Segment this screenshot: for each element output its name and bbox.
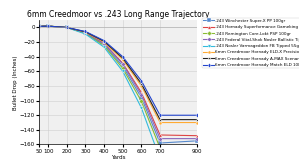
6mm Creedmoor Hornady A-MAX Scenar Express 87gr bbox=[46, 25, 50, 27]
.243 Hornady Superformance Gameking V-Max 95gr bbox=[121, 62, 125, 64]
.243 Winchester Super-X PP 100gr bbox=[84, 32, 87, 34]
6mm Creedmoor Hornady ELD-X Precision Hunter 103gr bbox=[121, 59, 125, 61]
.243 Nosler Varmageddon FB Tipped 55gr bbox=[196, 158, 199, 160]
6mm Creedmoor Hornady A-MAX Scenar Express 87gr bbox=[84, 31, 87, 33]
.243 Winchester Super-X PP 100gr bbox=[46, 25, 50, 27]
.243 Nosler Varmageddon FB Tipped 55gr bbox=[121, 70, 125, 72]
.243 Nosler Varmageddon FB Tipped 55gr bbox=[46, 25, 50, 27]
.243 Hornady Superformance Gameking V-Max 95gr bbox=[102, 43, 106, 45]
6mm Creedmoor Hornady A-MAX Scenar Express 87gr bbox=[65, 27, 69, 29]
.243 Federal Vital-Shok Nosler Ballistic Tip 95gr bbox=[37, 25, 41, 27]
6mm Creedmoor Hornady A-MAX Scenar Express 87gr bbox=[37, 25, 41, 27]
.243 Winchester Super-X PP 100gr bbox=[37, 25, 41, 27]
.243 Federal Vital-Shok Nosler Ballistic Tip 95gr bbox=[121, 63, 125, 65]
6mm Creedmoor Hornady Match ELD 108gr bbox=[37, 25, 41, 27]
.243 Winchester Super-X PP 100gr bbox=[102, 44, 106, 46]
6mm Creedmoor Hornady ELD-X Precision Hunter 103gr bbox=[102, 41, 106, 43]
.243 Winchester Super-X PP 100gr bbox=[196, 140, 199, 142]
.243 Nosler Varmageddon FB Tipped 55gr bbox=[140, 107, 143, 109]
.243 Federal Vital-Shok Nosler Ballistic Tip 95gr bbox=[46, 25, 50, 27]
.243 Winchester Super-X PP 100gr bbox=[158, 142, 162, 144]
6mm Creedmoor Hornady Match ELD 108gr bbox=[158, 114, 162, 116]
.243 Remington Core-Lokt PSP 100gr bbox=[140, 100, 143, 102]
6mm Creedmoor Hornady ELD-X Precision Hunter 103gr bbox=[46, 25, 50, 27]
.243 Hornady Superformance Gameking V-Max 95gr bbox=[84, 32, 87, 34]
.243 Hornady Superformance Gameking V-Max 95gr bbox=[65, 27, 69, 29]
.243 Nosler Varmageddon FB Tipped 55gr bbox=[65, 27, 69, 29]
.243 Nosler Varmageddon FB Tipped 55gr bbox=[37, 25, 41, 27]
6mm Creedmoor Hornady ELD-X Precision Hunter 103gr bbox=[196, 121, 199, 123]
Title: 6mm Creedmoor vs .243 Long Range Trajectory: 6mm Creedmoor vs .243 Long Range Traject… bbox=[27, 10, 209, 19]
.243 Federal Vital-Shok Nosler Ballistic Tip 95gr bbox=[140, 94, 143, 96]
6mm Creedmoor Hornady ELD-X Precision Hunter 103gr bbox=[37, 25, 41, 27]
.243 Winchester Super-X PP 100gr bbox=[121, 65, 125, 67]
6mm Creedmoor Hornady Match ELD 108gr bbox=[102, 40, 106, 42]
Line: .243 Remington Core-Lokt PSP 100gr: .243 Remington Core-Lokt PSP 100gr bbox=[37, 24, 199, 150]
Line: .243 Federal Vital-Shok Nosler Ballistic Tip 95gr: .243 Federal Vital-Shok Nosler Ballistic… bbox=[37, 24, 199, 140]
Line: .243 Nosler Varmageddon FB Tipped 55gr: .243 Nosler Varmageddon FB Tipped 55gr bbox=[37, 24, 199, 161]
.243 Nosler Varmageddon FB Tipped 55gr bbox=[158, 158, 162, 160]
6mm Creedmoor Hornady Match ELD 108gr bbox=[46, 25, 50, 27]
.243 Hornady Superformance Gameking V-Max 95gr bbox=[46, 25, 50, 27]
.243 Federal Vital-Shok Nosler Ballistic Tip 95gr bbox=[65, 27, 69, 29]
.243 Federal Vital-Shok Nosler Ballistic Tip 95gr bbox=[196, 138, 199, 140]
6mm Creedmoor Hornady ELD-X Precision Hunter 103gr bbox=[84, 31, 87, 33]
6mm Creedmoor Hornady A-MAX Scenar Express 87gr bbox=[158, 119, 162, 121]
.243 Nosler Varmageddon FB Tipped 55gr bbox=[102, 46, 106, 48]
6mm Creedmoor Hornady Match ELD 108gr bbox=[196, 114, 199, 116]
.243 Federal Vital-Shok Nosler Ballistic Tip 95gr bbox=[158, 138, 162, 140]
6mm Creedmoor Hornady ELD-X Precision Hunter 103gr bbox=[65, 27, 69, 29]
Legend: .243 Winchester Super-X PP 100gr, .243 Hornady Superformance Gameking V-Max 95gr: .243 Winchester Super-X PP 100gr, .243 H… bbox=[202, 18, 299, 68]
Y-axis label: Bullet Drop (Inches): Bullet Drop (Inches) bbox=[13, 55, 18, 110]
6mm Creedmoor Hornady A-MAX Scenar Express 87gr bbox=[196, 119, 199, 121]
Line: 6mm Creedmoor Hornady ELD-X Precision Hunter 103gr: 6mm Creedmoor Hornady ELD-X Precision Hu… bbox=[37, 24, 199, 124]
6mm Creedmoor Hornady Match ELD 108gr bbox=[121, 56, 125, 58]
.243 Hornady Superformance Gameking V-Max 95gr bbox=[196, 135, 199, 137]
.243 Hornady Superformance Gameking V-Max 95gr bbox=[158, 134, 162, 136]
X-axis label: Yards: Yards bbox=[111, 155, 125, 160]
.243 Remington Core-Lokt PSP 100gr bbox=[102, 45, 106, 47]
.243 Federal Vital-Shok Nosler Ballistic Tip 95gr bbox=[102, 43, 106, 45]
.243 Remington Core-Lokt PSP 100gr bbox=[37, 25, 41, 27]
6mm Creedmoor Hornady A-MAX Scenar Express 87gr bbox=[102, 40, 106, 42]
.243 Remington Core-Lokt PSP 100gr bbox=[46, 25, 50, 27]
.243 Hornady Superformance Gameking V-Max 95gr bbox=[37, 25, 41, 27]
Line: 6mm Creedmoor Hornady A-MAX Scenar Express 87gr: 6mm Creedmoor Hornady A-MAX Scenar Expre… bbox=[37, 24, 199, 121]
.243 Remington Core-Lokt PSP 100gr bbox=[196, 147, 199, 149]
.243 Winchester Super-X PP 100gr bbox=[140, 97, 143, 99]
6mm Creedmoor Hornady ELD-X Precision Hunter 103gr bbox=[140, 85, 143, 87]
6mm Creedmoor Hornady Match ELD 108gr bbox=[65, 27, 69, 29]
.243 Remington Core-Lokt PSP 100gr bbox=[84, 32, 87, 34]
6mm Creedmoor Hornady A-MAX Scenar Express 87gr bbox=[140, 83, 143, 85]
.243 Nosler Varmageddon FB Tipped 55gr bbox=[84, 33, 87, 35]
Line: 6mm Creedmoor Hornady Match ELD 108gr: 6mm Creedmoor Hornady Match ELD 108gr bbox=[37, 24, 199, 117]
Line: .243 Winchester Super-X PP 100gr: .243 Winchester Super-X PP 100gr bbox=[37, 24, 199, 145]
6mm Creedmoor Hornady Match ELD 108gr bbox=[140, 80, 143, 82]
Line: .243 Hornady Superformance Gameking V-Max 95gr: .243 Hornady Superformance Gameking V-Ma… bbox=[37, 24, 199, 137]
6mm Creedmoor Hornady Match ELD 108gr bbox=[84, 30, 87, 32]
.243 Federal Vital-Shok Nosler Ballistic Tip 95gr bbox=[84, 32, 87, 34]
.243 Remington Core-Lokt PSP 100gr bbox=[65, 27, 69, 29]
6mm Creedmoor Hornady ELD-X Precision Hunter 103gr bbox=[158, 121, 162, 123]
.243 Remington Core-Lokt PSP 100gr bbox=[158, 147, 162, 149]
.243 Hornady Superformance Gameking V-Max 95gr bbox=[140, 92, 143, 94]
6mm Creedmoor Hornady A-MAX Scenar Express 87gr bbox=[121, 57, 125, 59]
.243 Remington Core-Lokt PSP 100gr bbox=[121, 67, 125, 69]
.243 Winchester Super-X PP 100gr bbox=[65, 27, 69, 29]
